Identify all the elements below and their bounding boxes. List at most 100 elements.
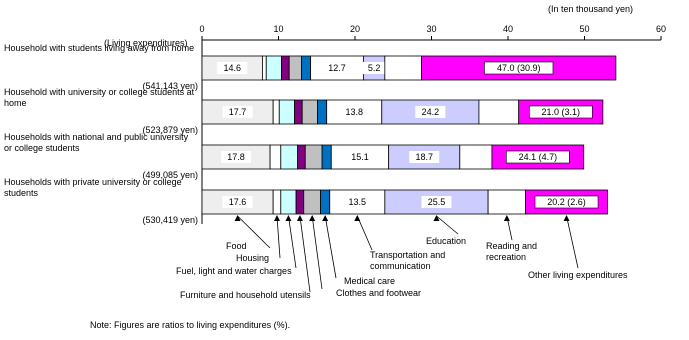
category-label: Households with private university or co… — [4, 177, 182, 198]
legend-label: Fuel, light and water charges — [176, 266, 292, 276]
legend-label: Education — [426, 236, 467, 246]
bar-segment — [278, 99, 295, 125]
x-tick-label: 20 — [350, 24, 360, 34]
legend-label: Food — [226, 241, 247, 251]
callout-line — [276, 215, 281, 259]
category-note: (541,143 yen) — [142, 81, 198, 91]
bar-segment — [301, 55, 312, 81]
bar-segment — [280, 144, 299, 170]
label-box — [221, 151, 252, 163]
category-note: (530,419 yen) — [142, 215, 198, 225]
data-label: 24.2 — [422, 107, 440, 117]
bar-segment — [301, 99, 318, 125]
category-label: Household with university or college stu… — [4, 87, 195, 108]
bar-segment — [487, 189, 526, 215]
callout-line — [566, 215, 579, 269]
data-label: 17.7 — [229, 107, 247, 117]
callout-arrow — [285, 215, 292, 221]
legend-label: Reading and recreation — [486, 241, 538, 262]
label-box — [415, 106, 446, 118]
data-label: 24.1 (4.7) — [519, 152, 558, 162]
callout-line — [288, 215, 297, 269]
axis-unit: (In ten thousand yen) — [548, 4, 634, 14]
data-label: 17.6 — [229, 197, 247, 207]
label-box — [421, 196, 452, 208]
callout-line — [299, 215, 311, 293]
legend-label: Clothes and footwear — [336, 288, 422, 298]
callout-line — [356, 215, 373, 251]
callout-arrow — [322, 215, 329, 221]
label-box — [322, 62, 353, 74]
bar-segment — [297, 144, 306, 170]
bar-segment — [317, 99, 328, 125]
data-label: 13.5 — [349, 197, 367, 207]
x-tick-label: 40 — [503, 24, 513, 34]
legend-label: Furniture and household utensils — [180, 290, 311, 300]
data-label: 13.8 — [345, 107, 363, 117]
bar-segment — [304, 144, 323, 170]
label-box — [361, 62, 387, 74]
x-tick-label: 50 — [579, 24, 589, 34]
bar-segment — [478, 99, 520, 125]
bar-segment — [294, 99, 303, 125]
category-note: (499,085 yen) — [142, 170, 198, 180]
x-tick-label: 60 — [656, 24, 666, 34]
callout-arrow — [309, 215, 316, 221]
data-label: 18.7 — [415, 152, 433, 162]
label-box — [339, 106, 370, 118]
data-label: 21.0 (3.1) — [542, 107, 581, 117]
x-tick-label: 30 — [426, 24, 436, 34]
label-box — [528, 105, 593, 119]
note: Note: Figures are ratios to living expen… — [90, 320, 291, 330]
callout-arrow — [234, 215, 241, 221]
callout-arrow — [296, 215, 303, 221]
label-box — [222, 106, 253, 118]
data-label: 17.8 — [227, 152, 245, 162]
label-box — [506, 150, 570, 164]
axis-label: (Living expenditures) — [104, 38, 188, 48]
legend-label: Transportation and communication — [370, 250, 446, 271]
x-tick-label: 10 — [273, 24, 283, 34]
label-box — [409, 151, 440, 163]
bar-segment — [269, 144, 282, 170]
bar-segment — [288, 55, 302, 81]
callout-line — [324, 215, 337, 279]
label-box — [222, 196, 253, 208]
callout-line — [436, 215, 459, 235]
data-label: 12.7 — [328, 63, 346, 73]
bar-segment — [459, 144, 493, 170]
data-label: 20.2 (2.6) — [547, 197, 586, 207]
bar-segment — [272, 99, 280, 125]
data-label: 5.2 — [368, 63, 381, 73]
bar-segment — [280, 189, 297, 215]
bar-segment — [272, 189, 282, 215]
label-box — [344, 151, 375, 163]
bar-segment — [265, 55, 282, 81]
callout-arrow — [273, 215, 280, 221]
legend-label: Housing — [236, 253, 270, 263]
label-box — [217, 62, 248, 74]
callout-arrow — [563, 215, 570, 221]
category-label: Households with national and public univ… — [4, 132, 189, 153]
data-label: 14.6 — [223, 63, 241, 73]
bar-segment — [384, 55, 422, 81]
callout-arrow — [433, 215, 440, 221]
callout-arrow — [354, 215, 361, 221]
bar-segment — [320, 189, 331, 215]
label-box — [484, 61, 554, 75]
legend-label: Medical care — [344, 276, 396, 286]
data-label: 15.1 — [351, 152, 369, 162]
callout-line — [311, 215, 323, 290]
category-label: Household with students living away from… — [4, 43, 195, 53]
data-label: 25.5 — [428, 197, 446, 207]
data-label: 47.0 (30.9) — [497, 63, 541, 73]
bar-segment — [281, 55, 290, 81]
category-note: (523,879 yen) — [142, 125, 198, 135]
x-tick-label: 0 — [199, 24, 204, 34]
legend-label: Other living expenditures — [528, 270, 628, 280]
label-box — [534, 195, 599, 209]
bar-segment — [321, 144, 332, 170]
bar-segment — [295, 189, 305, 215]
